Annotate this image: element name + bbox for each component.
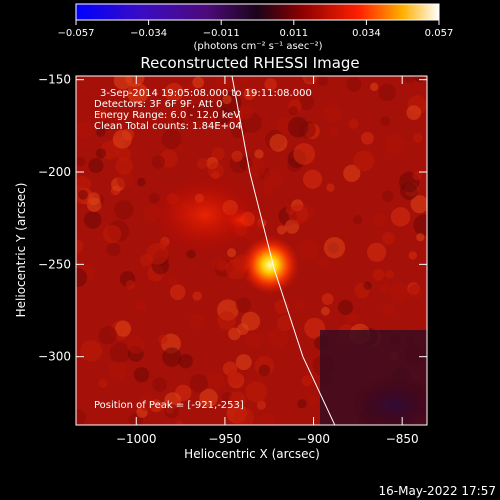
x-tick-label: −850 [386,432,419,446]
peak-source [240,235,300,295]
x-tick-label: −950 [208,432,241,446]
x-tick-label: −900 [297,432,330,446]
annotation-line: Clean Total counts: 1.84E+04 [94,121,242,132]
colorbar-tick-label: −0.034 [130,28,167,39]
colorbar-units: (photons cm⁻² s⁻¹ asec⁻²) [193,41,322,52]
x-tick-label: −1000 [116,432,157,446]
plot-frame [75,75,428,426]
emission-blob [150,175,260,255]
annotations: 3-Sep-2014 19:05:08.000 to 19:11:08.000D… [94,88,312,132]
chart-title: Reconstructed RHESSI Image [140,54,359,72]
annotation-line: Energy Range: 6.0 - 12.0 keV [94,110,240,121]
colorbar-tick-label: 0.034 [352,28,381,39]
y-tick-label: −300 [38,350,71,364]
colorbar-tick-label: −0.011 [203,28,240,39]
y-tick-label: −150 [38,73,71,87]
colorbar-tick-label: 0.057 [425,28,454,39]
y-axis: −150 −200 −250 −300 [38,73,427,364]
peak-label: Position of Peak = [-921,-253] [94,400,244,411]
solar-limb [231,76,336,425]
x-axis-label: Heliocentric X (arcsec) [184,447,320,461]
colorbar-tick-label: −0.057 [57,28,94,39]
y-tick-label: −250 [38,257,71,271]
plot-image [76,76,427,425]
colorbar-tick-label: 0.011 [279,28,308,39]
y-axis-label: Heliocentric Y (arcsec) [14,183,28,318]
colorbar-ticks: −0.057 −0.034 −0.011 0.011 0.034 0.057 [57,20,453,39]
annotation-line: 3-Sep-2014 19:05:08.000 to 19:11:08.000 [100,88,312,99]
colorbar [75,3,440,21]
y-tick-label: −200 [38,165,71,179]
annotation-line: Detectors: 3F 6F 9F, Att 0 [94,99,222,110]
x-axis: −1000 −950 −900 −850 [116,76,419,446]
timestamp: 16-May-2022 17:57 [379,484,496,498]
